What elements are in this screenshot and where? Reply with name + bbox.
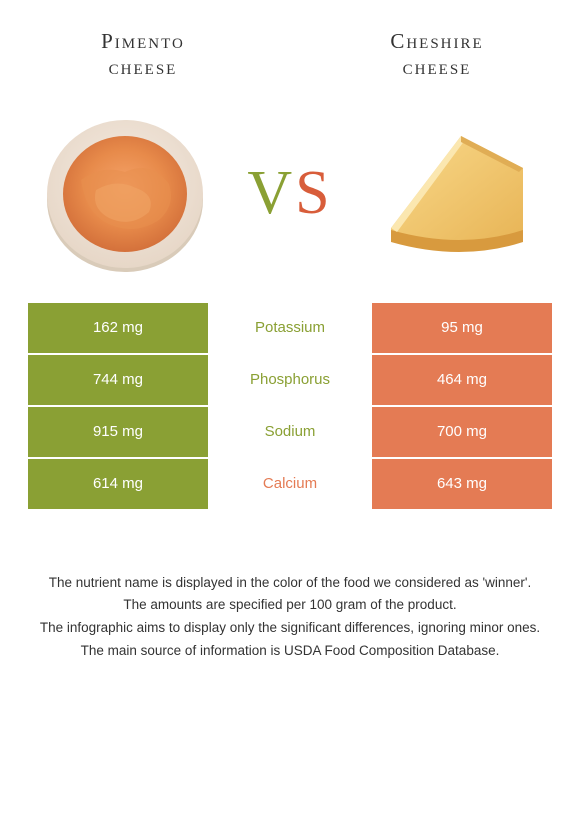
left-value: 744 mg bbox=[28, 355, 208, 405]
left-value: 614 mg bbox=[28, 459, 208, 509]
left-value: 162 mg bbox=[28, 303, 208, 353]
left-food-title: Pimento cheese bbox=[48, 28, 238, 81]
footnotes: The nutrient name is displayed in the co… bbox=[0, 573, 580, 663]
right-value: 95 mg bbox=[372, 303, 552, 353]
right-value: 700 mg bbox=[372, 407, 552, 457]
nutrient-table: 162 mgPotassium95 mg744 mgPhosphorus464 … bbox=[28, 303, 552, 511]
nutrient-label: Calcium bbox=[208, 459, 372, 509]
pimento-cheese-image bbox=[40, 109, 210, 279]
vs-label: VS bbox=[247, 158, 332, 229]
nutrient-row: 162 mgPotassium95 mg bbox=[28, 303, 552, 355]
title-text: cheese bbox=[109, 55, 178, 79]
nutrient-label: Sodium bbox=[208, 407, 372, 457]
footnote-line: The main source of information is USDA F… bbox=[34, 641, 546, 662]
title-text: Pimento bbox=[101, 29, 185, 53]
nutrient-row: 614 mgCalcium643 mg bbox=[28, 459, 552, 511]
vs-v: V bbox=[247, 159, 295, 227]
titles-row: Pimento cheese Cheshire cheese bbox=[0, 0, 580, 99]
right-value: 464 mg bbox=[372, 355, 552, 405]
vs-s: S bbox=[295, 159, 332, 227]
right-food-title: Cheshire cheese bbox=[342, 28, 532, 81]
right-value: 643 mg bbox=[372, 459, 552, 509]
left-value: 915 mg bbox=[28, 407, 208, 457]
footnote-line: The infographic aims to display only the… bbox=[34, 618, 546, 639]
footnote-line: The amounts are specified per 100 gram o… bbox=[34, 595, 546, 616]
images-row: VS bbox=[0, 99, 580, 303]
nutrient-label: Potassium bbox=[208, 303, 372, 353]
nutrient-row: 915 mgSodium700 mg bbox=[28, 407, 552, 459]
cheshire-cheese-image bbox=[370, 109, 540, 279]
footnote-line: The nutrient name is displayed in the co… bbox=[34, 573, 546, 594]
title-text: Cheshire bbox=[390, 29, 483, 53]
title-text: cheese bbox=[403, 55, 472, 79]
nutrient-label: Phosphorus bbox=[208, 355, 372, 405]
nutrient-row: 744 mgPhosphorus464 mg bbox=[28, 355, 552, 407]
